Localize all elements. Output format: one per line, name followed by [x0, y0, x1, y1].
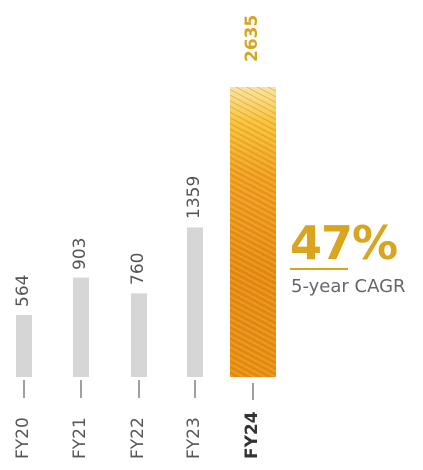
value-label-fy24: 2635: [242, 14, 262, 62]
bar-fy20: [16, 314, 32, 377]
cagr-value: 47%: [290, 216, 398, 270]
category-label-fy23: FY23: [184, 417, 204, 459]
value-label-fy20: 564: [13, 274, 33, 307]
bar-fy22: [131, 293, 147, 377]
value-label-fy21: 903: [70, 237, 90, 270]
value-label-fy23: 1359: [184, 176, 204, 220]
cagr-label: 5-year CAGR: [291, 276, 406, 297]
category-label-fy22: FY22: [128, 417, 148, 459]
bar-fy21: [73, 277, 89, 377]
category-label-fy20: FY20: [13, 417, 33, 459]
category-label-fy21: FY21: [70, 417, 90, 459]
value-label-fy22: 760: [128, 252, 148, 286]
bar-texture-fy24: [230, 87, 276, 377]
category-label-fy24: FY24: [242, 411, 262, 459]
bar-fy23: [187, 227, 203, 377]
cagr-divider: [290, 268, 348, 270]
